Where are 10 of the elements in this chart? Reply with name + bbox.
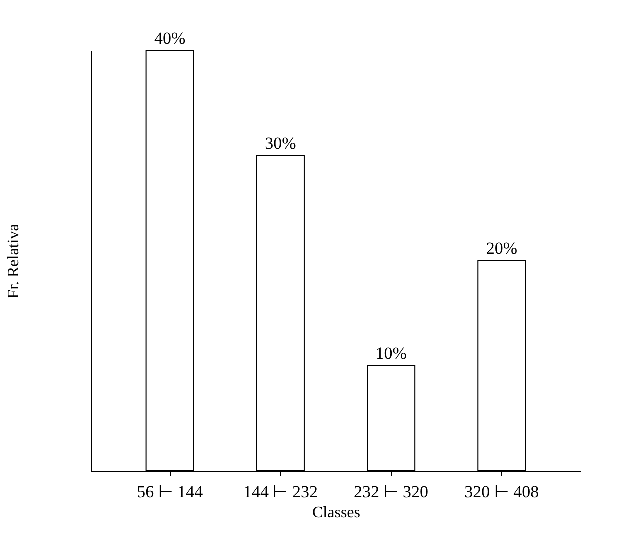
data-label: 20% <box>486 239 518 258</box>
data-label: 40% <box>154 29 186 48</box>
x-tick-label: 144 ⊢ 232 <box>243 482 318 502</box>
data-label: 30% <box>265 134 296 153</box>
x-tick-label: 232 ⊢ 320 <box>354 482 429 502</box>
x-tick-label: 56 ⊢ 144 <box>137 482 204 502</box>
x-axis-title: Classes <box>312 504 360 522</box>
y-axis-title: Fr. Relativa <box>6 224 22 299</box>
data-label: 10% <box>376 344 407 363</box>
x-tick-label: 320 ⊢ 408 <box>464 482 540 502</box>
